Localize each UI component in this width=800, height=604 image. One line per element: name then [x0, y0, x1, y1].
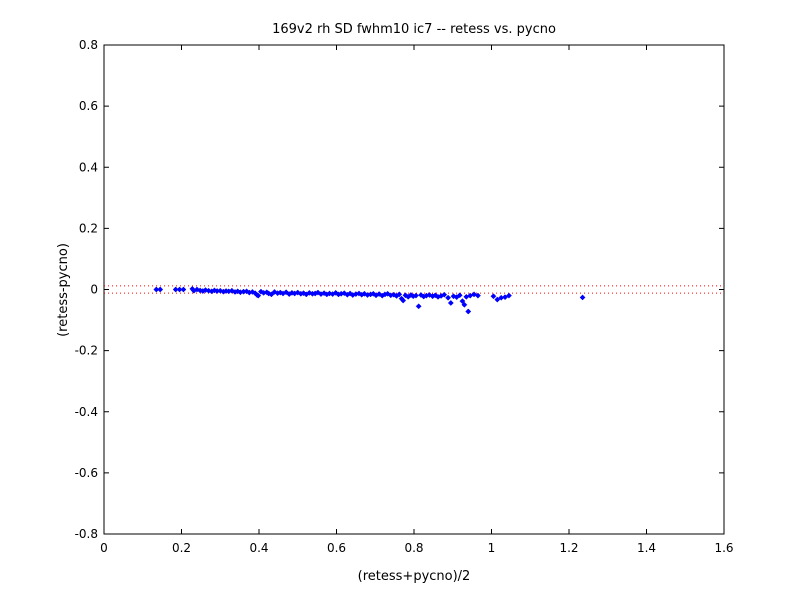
x-tick-label: 1.6 — [714, 541, 733, 555]
x-tick-label: 0.2 — [172, 541, 191, 555]
data-point — [400, 297, 407, 304]
y-tick-label: 0.2 — [79, 221, 98, 235]
data-point — [461, 301, 468, 308]
x-tick-label: 1.2 — [559, 541, 578, 555]
data-point — [459, 298, 466, 305]
data-point — [415, 303, 422, 310]
data-point — [217, 287, 224, 294]
data-point — [402, 292, 409, 299]
plot-area: 0 0.2 0.4 0.6 0.8 1 1.2 1.4 1.6 -0.8 -0.6 -0.4 -0.2 0… — [75, 38, 734, 555]
data-point — [494, 296, 501, 303]
data-point — [456, 292, 463, 299]
x-tick-label: 1 — [488, 541, 496, 555]
data-point — [441, 291, 448, 298]
data-point — [228, 287, 235, 294]
x-tick-label: 0.4 — [249, 541, 268, 555]
x-tick-label: 0 — [100, 541, 108, 555]
data-point — [356, 290, 362, 297]
y-axis-label: (retess-pycno) — [56, 243, 71, 337]
y-tick-label: -0.4 — [75, 405, 98, 419]
data-point — [157, 286, 164, 293]
chart-title: 169v2 rh SD fwhm10 ic7 -- retess vs. pyc… — [272, 22, 556, 37]
y-tick-label: 0.4 — [79, 160, 98, 174]
y-tick-label: 0 — [90, 283, 98, 297]
x-axis-label: (retess+pycno)/2 — [358, 569, 471, 584]
data-point — [396, 291, 403, 298]
x-tick-label: 0.6 — [327, 541, 346, 555]
data-point — [255, 292, 262, 299]
data-point — [474, 292, 481, 299]
data-point — [180, 286, 187, 293]
y-tick-label: 0.8 — [79, 38, 98, 52]
data-point — [412, 292, 419, 299]
data-point — [321, 290, 328, 297]
data-point — [243, 288, 250, 295]
data-point — [445, 294, 452, 301]
y-tick-label: -0.2 — [75, 344, 98, 358]
x-tick-label: 1.4 — [637, 541, 656, 555]
data-point — [172, 286, 179, 293]
data-point — [153, 286, 160, 293]
data-point — [447, 299, 454, 306]
data-point — [579, 294, 586, 301]
y-tick-label: -0.6 — [75, 466, 98, 480]
data-point — [314, 289, 321, 296]
data-point — [418, 292, 424, 298]
data-point — [176, 286, 183, 293]
data-point — [490, 293, 497, 300]
y-tick-label: 0.6 — [79, 99, 98, 113]
y-tick-label: -0.8 — [75, 527, 98, 541]
data-point — [465, 308, 472, 315]
data-point — [505, 292, 512, 299]
x-tick-label: 0.8 — [404, 541, 423, 555]
